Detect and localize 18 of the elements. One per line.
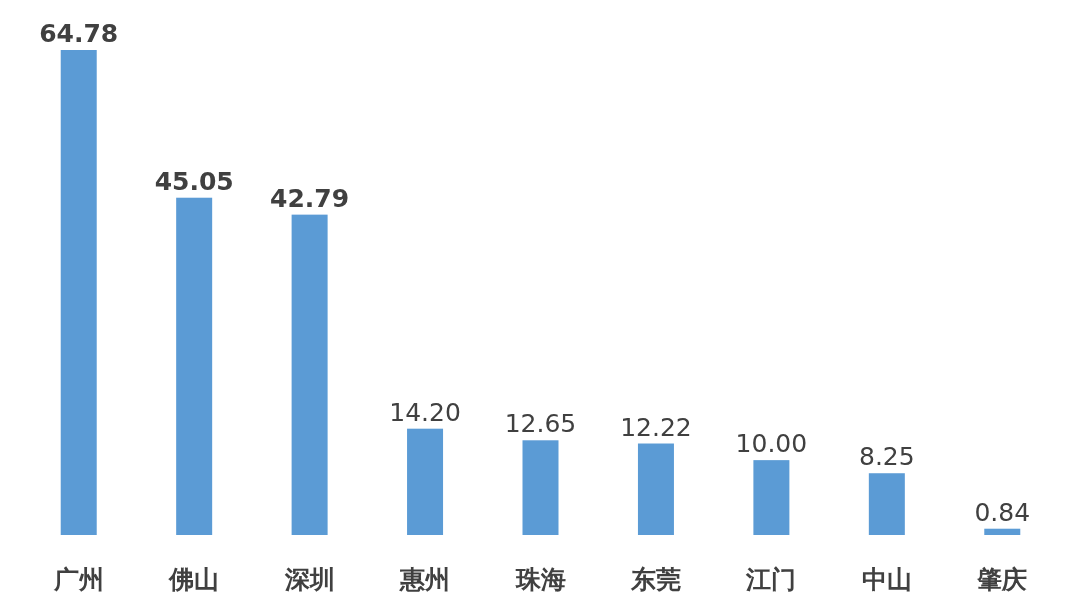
x-tick-label: 江门 (745, 565, 797, 593)
data-label: 8.25 (859, 442, 915, 472)
x-tick-label: 珠海 (514, 565, 566, 593)
data-label: 64.78 (39, 19, 119, 48)
data-label: 12.65 (504, 409, 577, 439)
x-tick-label: 中山 (861, 565, 912, 593)
x-tick-label: 惠州 (399, 565, 451, 593)
data-label: 0.84 (974, 497, 1031, 527)
x-tick-label: 东莞 (629, 565, 681, 593)
x-tick-label: 肇庆 (976, 565, 1028, 593)
data-label: 45.05 (154, 166, 234, 196)
x-tick-label: 广州 (52, 565, 104, 593)
data-label: 14.20 (389, 397, 461, 427)
data-label: 12.22 (620, 412, 692, 442)
data-label: 42.79 (270, 183, 350, 213)
x-tick-label: 深圳 (283, 565, 335, 593)
data-label: 10.00 (735, 429, 808, 459)
x-tick-label: 佛山 (168, 565, 220, 593)
